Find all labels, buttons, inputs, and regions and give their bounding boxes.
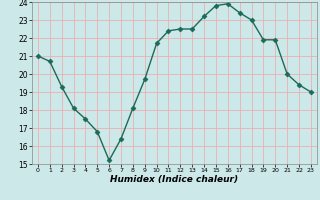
X-axis label: Humidex (Indice chaleur): Humidex (Indice chaleur) [110, 175, 238, 184]
